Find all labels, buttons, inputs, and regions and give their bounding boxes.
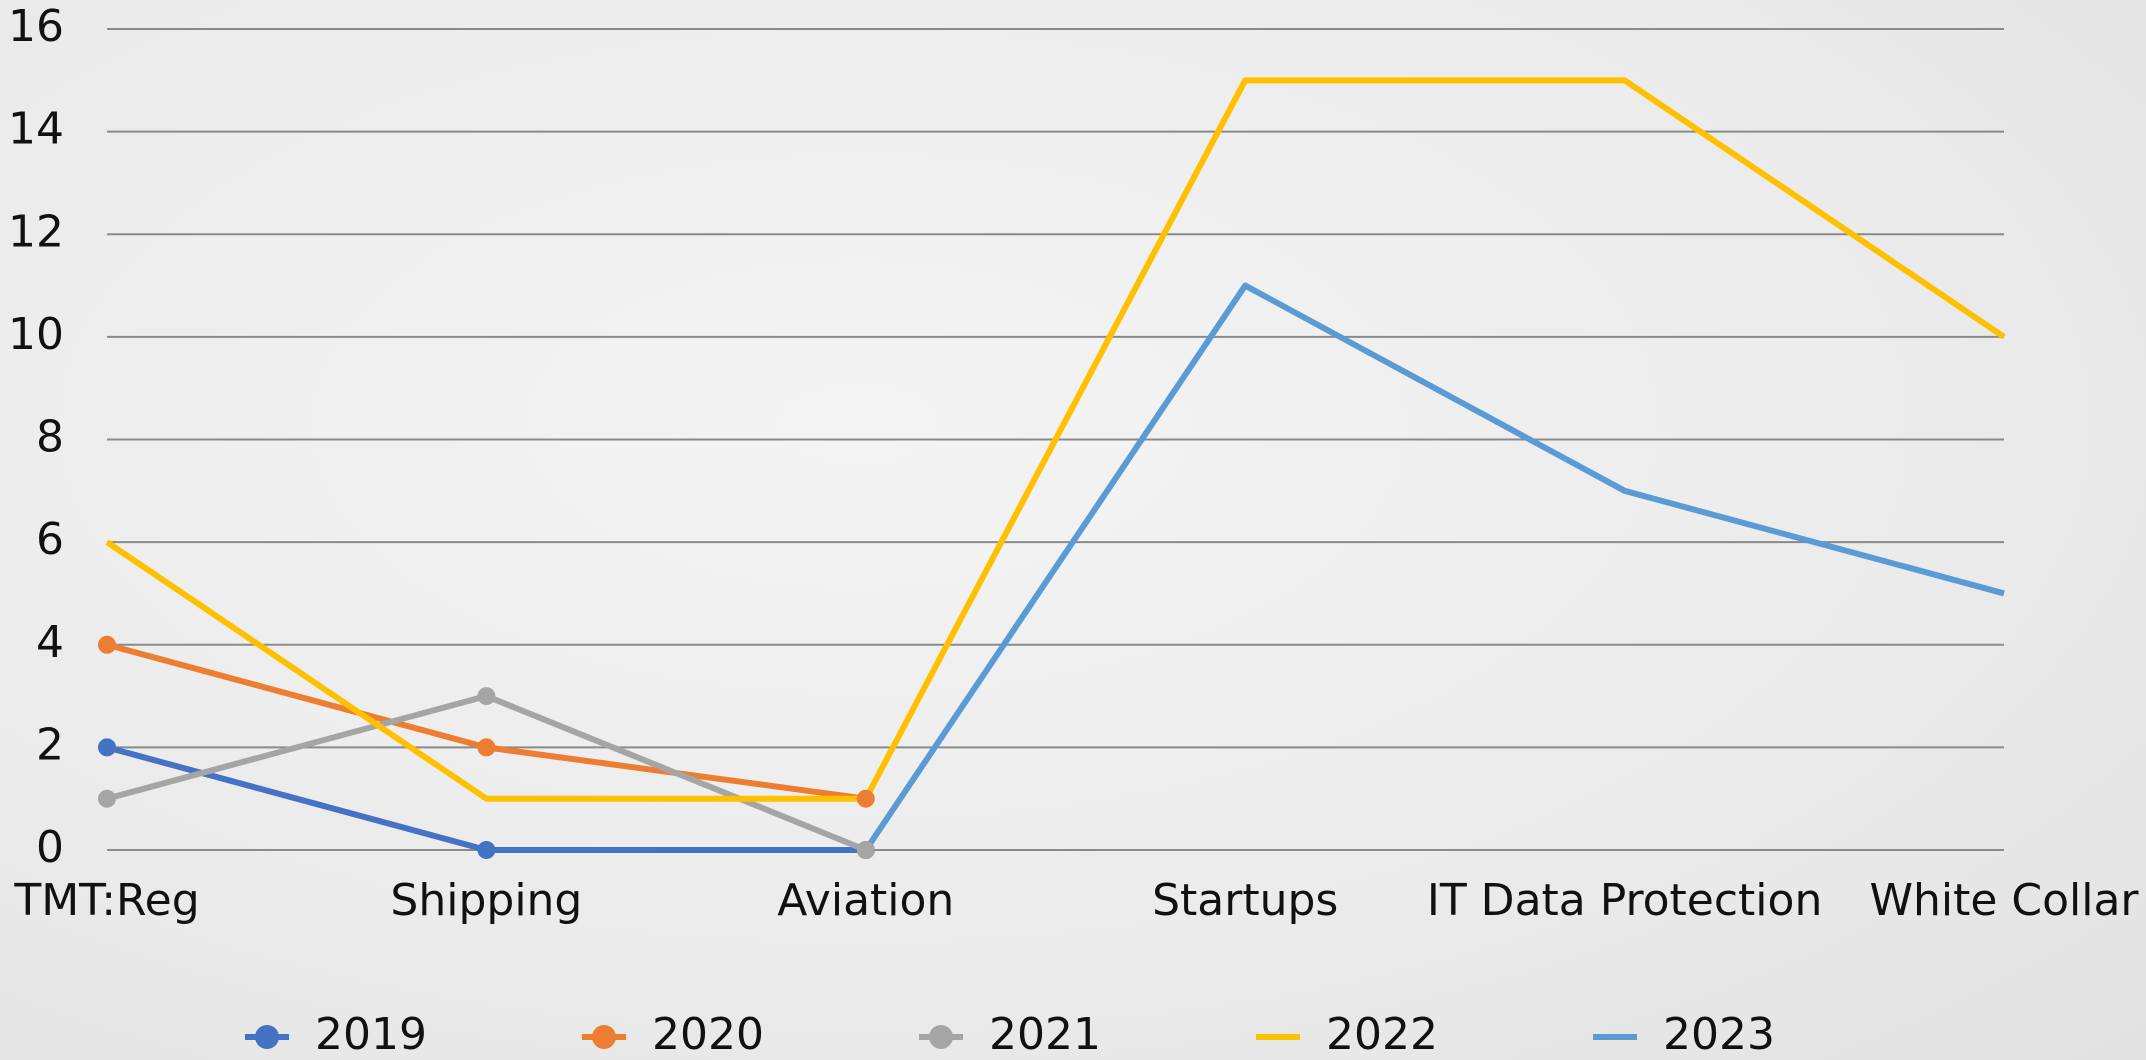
x-tick-label: TMT:Reg [13, 875, 199, 926]
data-point [856, 789, 875, 808]
legend-label: 2021 [989, 1009, 1101, 1060]
series-line [863, 282, 2005, 852]
x-tick-label: Startups [1152, 875, 1338, 926]
y-tick-label: 2 [36, 719, 64, 770]
legend-marker [929, 1025, 953, 1049]
x-tick-label: Aviation [777, 875, 954, 926]
legend-marker [255, 1025, 279, 1049]
data-point [98, 738, 116, 757]
y-tick-label: 14 [8, 104, 64, 155]
data-point [98, 789, 116, 808]
y-tick-label: 8 [36, 412, 64, 463]
data-point [98, 635, 116, 654]
y-tick-label: 16 [8, 1, 64, 52]
legend-label: 2023 [1663, 1009, 1775, 1060]
series-line [105, 77, 2006, 802]
y-tick-label: 4 [36, 617, 64, 668]
data-point [477, 687, 496, 706]
legend-label: 2022 [1326, 1009, 1438, 1060]
data-point [477, 841, 496, 859]
x-tick-label: Shipping [390, 875, 582, 926]
series-line [106, 693, 867, 853]
legend-marker [592, 1025, 616, 1049]
y-tick-label: 0 [36, 822, 64, 873]
legend-label: 2020 [652, 1009, 764, 1060]
x-tick-label: White Collar [1869, 875, 2139, 926]
legend-label: 2019 [315, 1009, 427, 1060]
y-tick-label: 10 [8, 309, 64, 360]
data-point [856, 841, 875, 859]
x-tick-label: IT Data Protection [1427, 875, 1822, 926]
y-tick-label: 6 [36, 514, 64, 565]
y-tick-label: 12 [8, 206, 64, 257]
data-point [477, 738, 496, 757]
